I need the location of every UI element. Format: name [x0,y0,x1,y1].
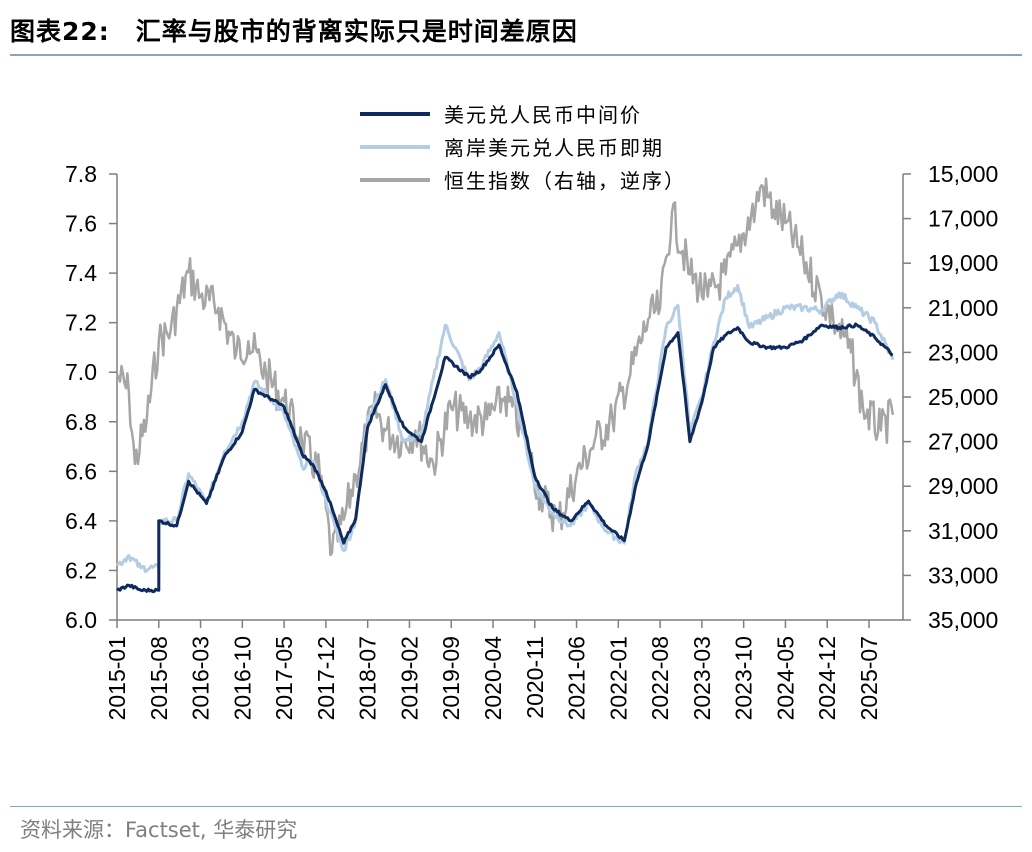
legend-item-usdcnh-offshore-label: 离岸美元兑人民币即期 [444,136,664,160]
y-right-tick-label: 33,000 [928,562,998,588]
y-right-tick-label: 27,000 [928,429,998,455]
x-tick-label: 2019-02 [396,636,422,720]
figure-title-text: 汇率与股市的背离实际只是时间差原因 [135,17,578,46]
y-right-tick-label: 19,000 [928,250,998,276]
source-note: 资料来源：Factset, 华泰研究 [20,818,298,842]
x-tick-label: 2021-06 [564,636,590,720]
x-tick-label: 2024-12 [814,636,840,720]
y-right-tick-label: 17,000 [928,206,998,232]
y-right-tick-label: 31,000 [928,518,998,544]
y-right-tick-label: 15,000 [928,161,998,187]
x-tick-label: 2017-12 [313,636,339,720]
source-rule [10,806,1022,807]
y-right-tick-label: 35,000 [928,607,998,633]
x-tick-label: 2023-03 [689,636,715,720]
chart-series-layer [115,177,895,594]
x-tick-label: 2022-01 [605,636,631,720]
x-tick-label: 2020-04 [480,636,506,721]
x-tick-label: 2016-03 [188,636,214,720]
y-right-tick-label: 29,000 [928,473,998,499]
x-tick-label: 2015-08 [146,636,172,720]
y-left-tick-label: 6.4 [65,508,97,534]
chart-axes: 6.0 6.2 6.4 6.6 6.8 7.0 7.2 7.4 7.6 7.8 15,000 17,0… [65,161,998,720]
x-tick-label: 2015-01 [104,636,130,720]
figure-label: 图表22: [10,17,110,46]
y-left-tick-label: 7.8 [65,161,97,187]
y-left-tick-label: 7.6 [65,211,97,237]
hsi-line [116,177,895,557]
y-left-tick-label: 6.6 [65,458,97,484]
x-tick-label: 2025-07 [856,636,882,720]
x-tick-label: 2024-05 [772,636,798,720]
legend-item-hsi-label: 恒生指数（右轴，逆序） [444,169,686,193]
y-left-tick-label: 6.0 [65,607,97,633]
y-left-tick-label: 6.2 [65,557,97,583]
x-tick-label: 2017-05 [271,636,297,720]
usdcnh-offshore-line [115,284,895,574]
y-right-tick-label: 25,000 [928,384,998,410]
legend-item-usdcny-mid-label: 美元兑人民币中间价 [444,103,642,127]
x-tick-label: 2020-11 [522,636,548,719]
x-tick-label: 2019-09 [438,636,464,720]
x-tick-label: 2022-08 [647,636,673,720]
usdcny-mid-line [116,322,894,594]
title-rule [10,54,1022,56]
y-left-tick-label: 7.2 [65,310,97,336]
y-right-tick-label: 23,000 [928,339,998,365]
x-tick-label: 2018-07 [355,636,381,720]
y-right-tick-label: 21,000 [928,295,998,321]
x-tick-label: 2023-10 [731,636,757,720]
figure-title: 图表22: 汇率与股市的背离实际只是时间差原因 [10,12,578,48]
y-left-tick-label: 7.0 [65,359,97,385]
x-tick-label: 2016-10 [229,636,255,720]
y-left-tick-label: 6.8 [65,409,97,435]
y-left-tick-label: 7.4 [65,260,97,286]
